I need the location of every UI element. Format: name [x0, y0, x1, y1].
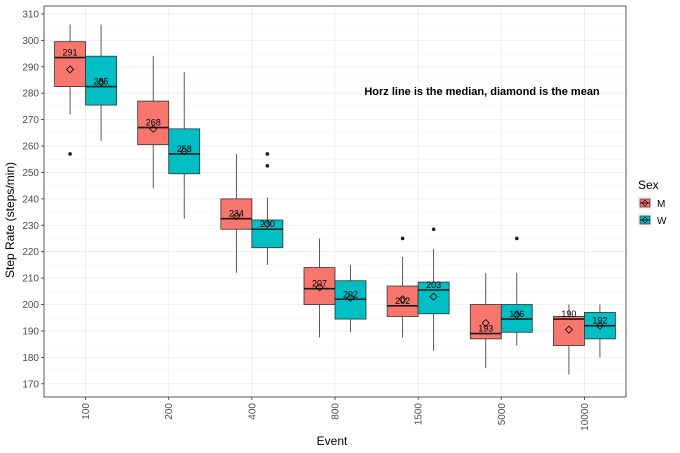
mean-diamond: [66, 65, 75, 74]
box-M-400: 234: [220, 153, 253, 273]
data-label: 291: [63, 48, 78, 58]
box-M-800: 207: [303, 238, 336, 338]
data-label: 234: [229, 209, 244, 219]
y-tick-label: 210: [22, 274, 39, 285]
box-W-10000: 192: [584, 304, 616, 358]
y-tick-label: 170: [22, 379, 39, 390]
box-M-100: 291: [54, 24, 86, 156]
plot-panel: [43, 5, 627, 398]
box-M-5000: 193: [469, 272, 502, 368]
box-M-10000: 190: [553, 304, 585, 375]
data-label: 196: [509, 309, 524, 319]
legend-key-diamond: [641, 216, 649, 224]
outlier-point: [265, 164, 270, 168]
box-body: [168, 128, 201, 175]
x-tick-label: 800: [331, 403, 342, 420]
y-tick-label: 230: [22, 221, 39, 232]
legend-item-W: W: [638, 213, 667, 227]
mean-diamond: [263, 219, 272, 229]
outlier-point: [68, 152, 72, 156]
y-tick-label: 240: [22, 194, 39, 205]
box-body: [220, 198, 253, 230]
legend-label: M: [657, 199, 665, 210]
mean-diamond: [595, 321, 604, 330]
y-tick-label: 290: [22, 62, 39, 73]
data-label: 202: [343, 289, 358, 299]
box-M-1500: 202: [386, 236, 419, 338]
box-W-1500: 203: [417, 227, 450, 351]
mean-diamond: [97, 78, 106, 87]
x-tick-label: 400: [247, 403, 258, 420]
box-body: [85, 55, 117, 106]
y-tick-label: 280: [22, 89, 39, 100]
x-tick-label: 5000: [497, 403, 508, 426]
y-tick-label: 190: [22, 326, 39, 337]
box-body: [553, 316, 585, 346]
data-label: 230: [260, 219, 275, 229]
mean-diamond: [564, 325, 573, 334]
x-tick-label: 1500: [414, 403, 425, 426]
x-tick-label: 200: [164, 403, 175, 420]
box-W-5000: 196: [500, 236, 533, 346]
x-axis-title: Event: [317, 434, 348, 448]
box-W-100: 285: [85, 24, 117, 141]
x-axis: 100 200 400 800 1500 5000 10000: [81, 397, 591, 431]
data-label: 207: [312, 279, 327, 289]
y-tick-label: 260: [22, 142, 39, 153]
data-label: 192: [592, 316, 607, 326]
mean-diamond: [346, 293, 355, 302]
data-label: 268: [146, 118, 161, 128]
y-tick-label: 270: [22, 115, 39, 126]
y-axis: 170 180 190 200 210 220 230 240 250 260 270 280 290 3…: [22, 9, 44, 390]
box-W-400: 230: [251, 152, 284, 265]
mean-diamond: [315, 283, 324, 292]
mean-diamond: [232, 211, 241, 221]
y-axis-title: Step Rate (steps/min): [3, 162, 17, 278]
y-tick-label: 250: [22, 168, 39, 179]
box-body: [386, 285, 419, 317]
box-body: [54, 41, 86, 87]
legend-title: Sex: [638, 178, 659, 192]
mean-diamond: [512, 311, 521, 320]
plot-marks: 291 268 234 207 202 193 190 285 258 230 202 203 196 1…: [54, 24, 616, 375]
box-W-200: 258: [168, 72, 201, 219]
data-label: 202: [395, 296, 410, 306]
y-tick-label: 310: [22, 9, 39, 20]
y-tick-label: 180: [22, 353, 39, 364]
mean-diamond: [429, 292, 438, 301]
y-tick-label: 200: [22, 300, 39, 311]
legend: Sex MW: [638, 178, 667, 227]
data-label: 285: [94, 77, 109, 87]
mean-diamond: [180, 147, 189, 156]
legend-label: W: [657, 216, 667, 227]
outlier-point: [265, 152, 270, 156]
x-tick-label: 10000: [580, 403, 591, 431]
outlier-point: [431, 227, 436, 232]
box-M-200: 268: [137, 56, 170, 189]
box-W-800: 202: [334, 264, 367, 333]
outlier-point: [400, 236, 405, 241]
mean-diamond: [398, 295, 407, 304]
legend-key-diamond: [641, 199, 649, 207]
y-tick-label: 300: [22, 36, 39, 47]
legend-item-M: M: [638, 196, 665, 210]
data-label: 193: [478, 324, 493, 334]
data-label: 258: [177, 144, 192, 154]
box-body: [137, 100, 170, 146]
box-body: [303, 267, 336, 305]
mean-diamond: [149, 124, 158, 133]
data-label: 203: [426, 280, 441, 290]
x-tick-label: 100: [81, 403, 92, 420]
data-label: 190: [561, 309, 576, 319]
box-body: [417, 281, 450, 315]
y-tick-label: 220: [22, 247, 39, 258]
mean-diamond: [481, 318, 490, 328]
outlier-point: [514, 236, 519, 241]
chart-annotation: Horz line is the median, diamond is the …: [364, 86, 600, 98]
